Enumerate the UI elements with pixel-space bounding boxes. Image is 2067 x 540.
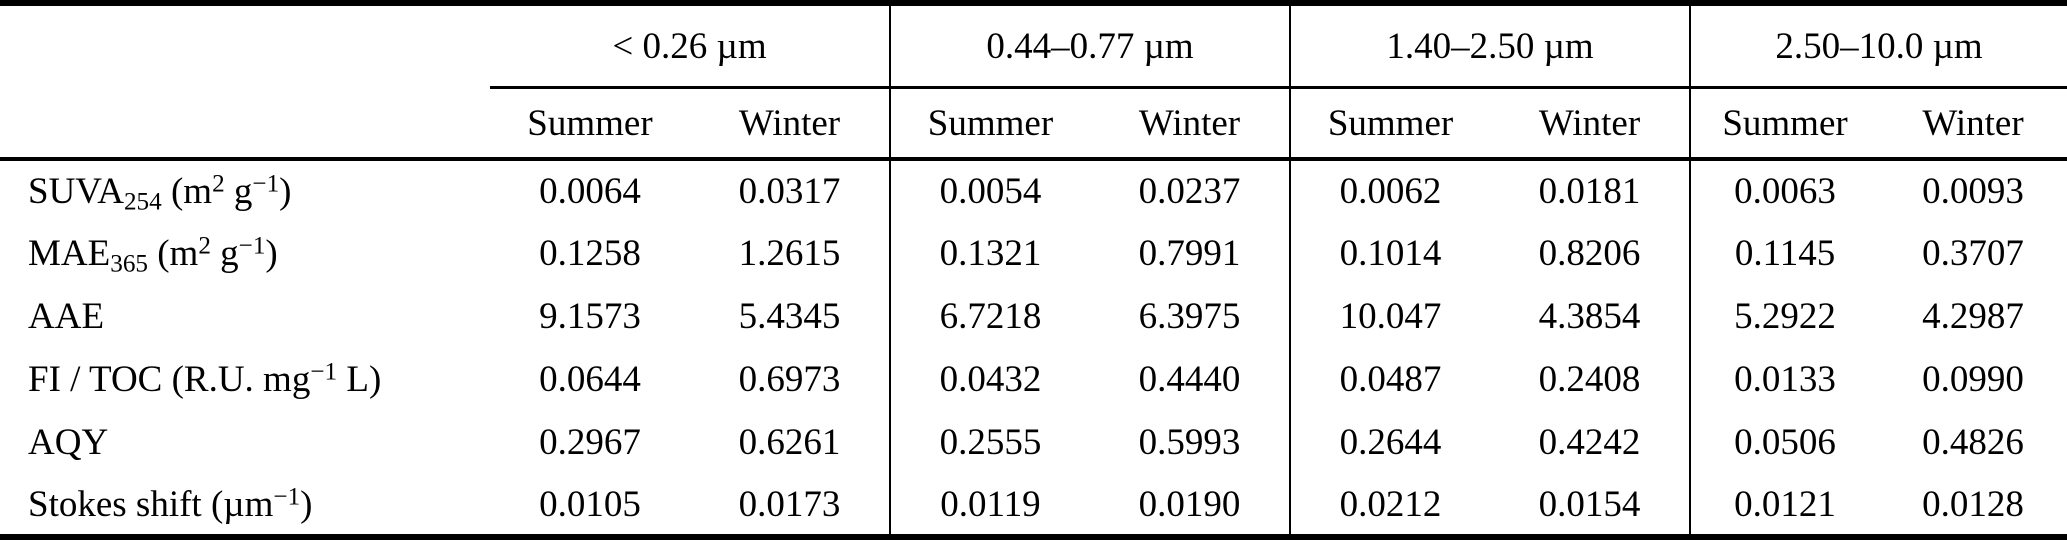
- value-cell: 6.3975: [1138, 296, 1241, 337]
- season-header: Summer: [1689, 87, 1880, 161]
- value-cell: 0.2555: [889, 411, 1090, 474]
- value-cell: 0.7991: [1138, 233, 1241, 274]
- table-row-aae: AAE 9.1573 5.4345 6.7218 6.3975 10.047 4…: [0, 285, 2067, 348]
- value-cell: 4.2987: [1922, 296, 2024, 337]
- row-label: AQY: [28, 422, 109, 463]
- value-cell: 0.0317: [738, 171, 841, 212]
- value-cell: 0.0119: [889, 474, 1090, 537]
- value-cell: 0.0093: [1922, 171, 2024, 212]
- value-cell: 0.0054: [889, 159, 1090, 222]
- value-cell: 0.1014: [1289, 222, 1491, 285]
- value-cell: 0.8206: [1538, 233, 1641, 274]
- group-header-row: < 0.26 µm 0.44–0.77 µm 1.40–2.50 µm 2.50…: [0, 3, 2067, 161]
- value-cell: 0.2408: [1538, 359, 1641, 400]
- value-cell: 0.0105: [539, 483, 641, 525]
- row-label: AAE: [28, 296, 105, 337]
- table-row-fi-toc: FI / TOC (R.U. mg−1 L) 0.0644 0.6973 0.0…: [0, 348, 2067, 411]
- value-cell: 0.1321: [889, 222, 1090, 285]
- value-cell: 5.2922: [1689, 285, 1880, 348]
- season-header: Winter: [690, 87, 890, 161]
- group-header-size-1: < 0.26 µm: [490, 3, 890, 89]
- value-cell: 4.3854: [1538, 296, 1641, 337]
- value-cell: 0.1258: [539, 233, 641, 274]
- value-cell: 0.0062: [1289, 159, 1491, 222]
- stub-cell: [0, 3, 490, 161]
- value-cell: 10.047: [1289, 285, 1491, 348]
- value-cell: 0.1145: [1689, 222, 1880, 285]
- season-header: Summer: [889, 87, 1090, 161]
- value-cell: 0.2644: [1289, 411, 1491, 474]
- table-row-stokes-shift: Stokes shift (µm−1) 0.0105 0.0173 0.0119…: [0, 474, 2067, 537]
- row-label: SUVA254 (m2 g−1): [28, 170, 292, 216]
- table-row-suva254: SUVA254 (m2 g−1) 0.0064 0.0317 0.0054 0.…: [0, 159, 2067, 222]
- value-cell: 0.0990: [1922, 359, 2024, 400]
- value-cell: 5.4345: [738, 296, 841, 337]
- value-cell: 0.0237: [1138, 171, 1241, 212]
- value-cell: 0.0121: [1689, 474, 1880, 537]
- value-cell: 0.0190: [1138, 483, 1241, 525]
- group-header-size-4: 2.50–10.0 µm: [1689, 3, 2067, 89]
- row-label: FI / TOC (R.U. mg−1 L): [28, 358, 382, 400]
- season-header: Summer: [490, 87, 690, 161]
- value-cell: 0.4826: [1922, 422, 2024, 463]
- value-cell: 0.0154: [1538, 483, 1641, 525]
- row-label: MAE365 (m2 g−1): [28, 232, 278, 278]
- value-cell: 0.0181: [1538, 171, 1641, 212]
- value-cell: 0.0128: [1922, 483, 2024, 525]
- value-cell: 0.0063: [1689, 159, 1880, 222]
- value-cell: 0.3707: [1922, 233, 2024, 274]
- season-header: Winter: [1090, 87, 1291, 161]
- value-cell: 0.0064: [539, 171, 641, 212]
- value-cell: 0.0644: [539, 359, 641, 400]
- group-header-size-3: 1.40–2.50 µm: [1289, 3, 1691, 89]
- group-header-size-2: 0.44–0.77 µm: [888, 3, 1291, 89]
- value-cell: 0.0506: [1689, 411, 1880, 474]
- value-cell: 0.0173: [738, 483, 841, 525]
- value-cell: 0.0432: [889, 348, 1090, 411]
- table-row-aqy: AQY 0.2967 0.6261 0.2555 0.5993 0.2644 0…: [0, 411, 2067, 474]
- value-cell: 0.0487: [1289, 348, 1491, 411]
- value-cell: 6.7218: [889, 285, 1090, 348]
- season-header-row: Summer Winter Summer Winter Summer Winte…: [0, 87, 2067, 161]
- season-header: Winter: [1879, 87, 2067, 161]
- season-header: Summer: [1289, 87, 1491, 161]
- value-cell: 0.2967: [539, 422, 641, 463]
- table-row-mae365: MAE365 (m2 g−1) 0.1258 1.2615 0.1321 0.7…: [0, 222, 2067, 285]
- value-cell: 0.0133: [1689, 348, 1880, 411]
- table-body: SUVA254 (m2 g−1) 0.0064 0.0317 0.0054 0.…: [0, 159, 2067, 537]
- season-header: Winter: [1490, 87, 1691, 161]
- value-cell: 9.1573: [539, 296, 641, 337]
- value-cell: 1.2615: [738, 233, 841, 274]
- table-header: < 0.26 µm 0.44–0.77 µm 1.40–2.50 µm 2.50…: [0, 3, 2067, 161]
- value-cell: 0.0212: [1289, 474, 1491, 537]
- value-cell: 0.4242: [1538, 422, 1641, 463]
- value-cell: 0.6261: [738, 422, 841, 463]
- value-cell: 0.6973: [738, 359, 841, 400]
- value-cell: 0.5993: [1138, 422, 1241, 463]
- row-label: Stokes shift (µm−1): [28, 483, 313, 525]
- value-cell: 0.4440: [1138, 359, 1241, 400]
